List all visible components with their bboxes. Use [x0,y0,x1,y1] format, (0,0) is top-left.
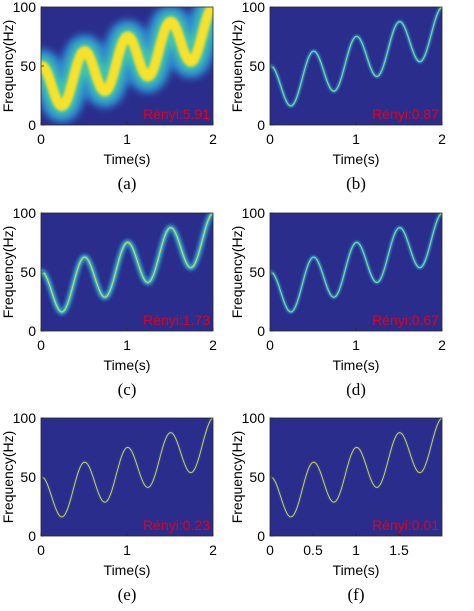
ridge-series [270,7,442,108]
panel-d: 0 1 2 0 50 100 Time(s) Frequency(Hz) Rényi:0.67 (… [229,205,446,399]
ridge-layer-2 [270,7,442,107]
panel-caption: (a) [118,174,137,193]
y-tick-label: 50 [249,469,265,485]
y-tick-label: 100 [242,410,266,426]
y-axis-label: Frequency(Hz) [229,226,245,319]
plot-background [41,213,213,331]
y-tick-label: 0 [257,117,265,133]
renyi-annotation: Rényi:0.23 [143,517,210,533]
x-tick-label: 1 [123,542,131,558]
y-tick-label: 100 [242,205,266,221]
x-tick-label: 2 [438,131,446,147]
x-tick-label: 0 [266,542,274,558]
x-axis-label: Time(s) [333,562,380,578]
panel-c: 0 1 2 0 50 100 Time(s) Frequency(Hz) Rényi:1.73 (… [0,205,217,399]
renyi-annotation: Rényi:5.91 [143,106,210,122]
x-tick-label: 1 [352,131,360,147]
y-tick-label: 0 [28,117,36,133]
panel-caption: (d) [346,380,366,399]
ridge-series [41,7,213,123]
panel-e: 0 1 2 0 50 100 Time(s) Frequency(Hz) Rényi:0.23 (… [0,410,217,604]
y-tick-label: 50 [20,58,36,74]
ridge-layer-2 [270,213,442,313]
x-tick-label: 0.5 [303,542,323,558]
y-tick-label: 0 [257,528,265,544]
x-tick-label: 2 [209,542,217,558]
y-tick-label: 50 [20,264,36,280]
y-tick-label: 0 [28,528,36,544]
x-tick-label: 1 [123,337,131,353]
y-tick-label: 50 [249,58,265,74]
y-tick-label: 0 [28,323,36,339]
y-tick-label: 0 [257,323,265,339]
x-tick-label: 2 [209,337,217,353]
ridge-layer-1 [41,418,213,518]
ridge-series [270,418,442,518]
x-tick-label: 0 [37,542,45,558]
x-tick-label: 1 [352,542,360,558]
x-tick-label: 1 [352,337,360,353]
y-axis-label: Frequency(Hz) [0,226,16,319]
x-tick-label: 2 [438,337,446,353]
renyi-annotation: Rényi:1.73 [143,312,210,328]
renyi-annotation: Rényi:0.87 [372,106,439,122]
plot-background [270,7,442,125]
y-axis-label: Frequency(Hz) [229,431,245,524]
panel-b: 0 1 2 0 50 100 Time(s) Frequency(Hz) Rényi:0.87 (… [229,0,446,193]
y-tick-label: 100 [13,0,37,15]
panel-caption: (e) [118,585,137,604]
x-tick-label: 0 [266,131,274,147]
ridge-layer-2 [41,213,213,313]
y-axis-label: Frequency(Hz) [0,20,16,113]
ridge-series [41,418,213,518]
y-axis-label: Frequency(Hz) [229,20,245,113]
x-axis-label: Time(s) [104,562,151,578]
x-axis-label: Time(s) [333,357,380,373]
y-tick-label: 100 [13,205,37,221]
y-axis-label: Frequency(Hz) [0,431,16,524]
x-tick-label: 0 [37,131,45,147]
ridge-series [41,213,213,316]
y-tick-label: 100 [13,410,37,426]
ridge-layer-2 [41,7,213,111]
renyi-annotation: Rényi:0.01 [372,517,439,533]
plot-background [41,418,213,536]
x-tick-label: 0 [266,337,274,353]
x-tick-label: 1 [123,131,131,147]
plot-background [270,213,442,331]
x-tick-label: 0 [37,337,45,353]
plot-background [270,418,442,536]
x-tick-label: 1.5 [389,542,409,558]
panel-caption: (f) [348,585,365,604]
y-tick-label: 100 [242,0,266,15]
renyi-annotation: Rényi:0.67 [372,312,439,328]
panel-caption: (c) [118,380,137,399]
x-tick-label: 2 [209,131,217,147]
panel-caption: (b) [346,174,366,193]
ridge-layer-1 [270,418,442,518]
x-axis-label: Time(s) [104,151,151,167]
x-axis-label: Time(s) [104,357,151,373]
panel-f: 0 0.5 1 1.5 0 50 100 Time(s) Frequency(Hz) Rényi:… [229,410,443,604]
panel-a: 0 1 2 0 50 100 Time(s) Frequency(Hz) Rényi:5.91 (… [0,0,217,193]
ridge-series [270,213,442,314]
y-tick-label: 50 [249,264,265,280]
y-tick-label: 50 [20,469,36,485]
x-axis-label: Time(s) [333,151,380,167]
